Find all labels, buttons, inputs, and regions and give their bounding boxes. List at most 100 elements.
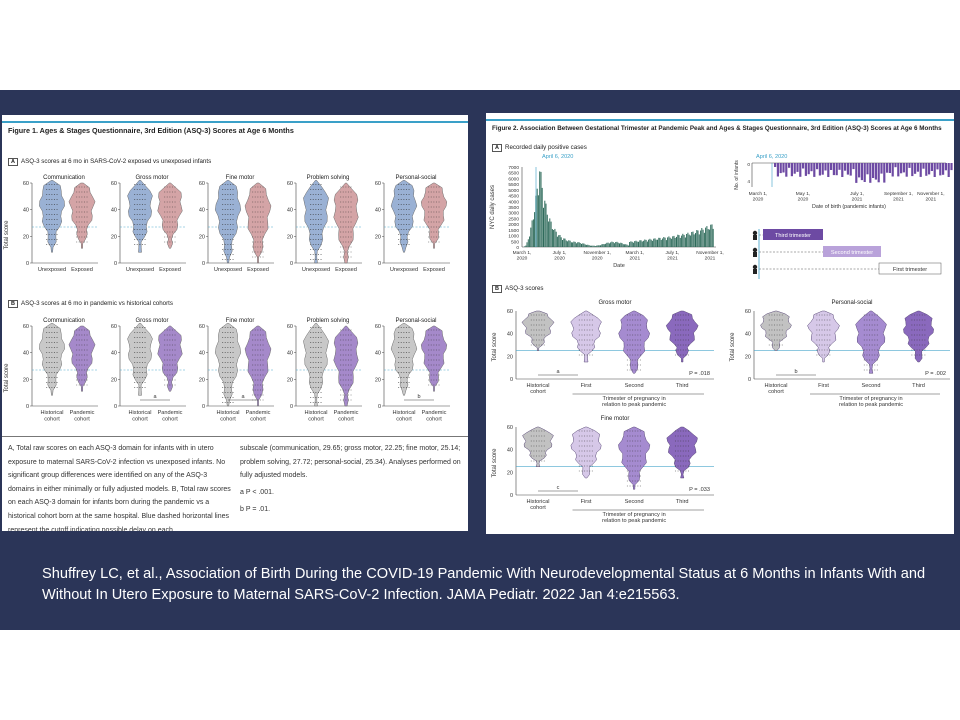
birth-count-bar — [852, 163, 855, 170]
group-label: First — [581, 383, 592, 389]
daily-case-bar — [649, 238, 651, 247]
daily-case-bar — [598, 245, 600, 247]
daily-case-bar — [588, 245, 590, 247]
birth-count-bar — [928, 163, 931, 175]
birth-count-bar — [925, 163, 928, 176]
x-tick-label: March 1, — [625, 250, 644, 256]
daily-case-bar — [648, 239, 650, 247]
violin-third — [903, 310, 934, 363]
x-tick-label: May 1, — [796, 191, 810, 197]
group-label: Unexposed — [390, 267, 418, 273]
y-tick-label: 0 — [516, 245, 519, 251]
y-tick-label: 4000 — [508, 199, 519, 205]
section-a-letter: A — [492, 144, 502, 152]
domain-title: Gross motor — [135, 175, 168, 181]
daily-case-bar — [611, 241, 613, 247]
daily-case-bar — [626, 244, 628, 247]
daily-case-bar — [597, 245, 599, 247]
violin-unexposed — [303, 180, 329, 264]
p-value: P = .002 — [925, 371, 946, 377]
daily-case-bar — [654, 238, 656, 247]
birth-count-bar — [810, 163, 813, 172]
birth-count-bar — [902, 163, 905, 173]
birth-count-bar — [936, 163, 939, 170]
person-icon — [753, 269, 757, 274]
violin-historical-cohort — [521, 310, 555, 351]
daily-case-bar — [695, 233, 696, 247]
birth-count-bar — [891, 163, 894, 177]
birth-count-bar — [793, 163, 796, 174]
violin-second — [618, 310, 650, 374]
group-label: Historical — [40, 410, 63, 416]
daily-case-bar — [664, 237, 666, 247]
daily-case-bar — [653, 238, 655, 247]
daily-case-bar — [625, 244, 627, 247]
daily-case-bar — [655, 239, 657, 247]
figure-1-top-rule — [2, 121, 468, 123]
birth-count-bar — [942, 163, 945, 175]
daily-case-bar — [581, 243, 582, 247]
group-label: cohort — [768, 389, 784, 395]
birth-count-bar — [911, 163, 914, 177]
y-tick-label: 1000 — [508, 234, 519, 240]
daily-case-bar — [593, 245, 595, 247]
daily-case-bar — [592, 245, 594, 247]
birth-count-bar — [816, 163, 819, 170]
group-label: Exposed — [423, 267, 445, 273]
birth-count-bar — [818, 163, 821, 176]
birth-count-bar — [782, 163, 785, 173]
domain-title: Personal-social — [395, 175, 436, 181]
daily-case-bar — [617, 242, 619, 247]
y-tick-label: 40 — [745, 332, 751, 338]
daily-case-bar — [570, 242, 572, 247]
y-tick-label: 60 — [507, 425, 513, 431]
violin-pandemic-cohort — [244, 325, 272, 407]
daily-case-bar — [558, 235, 560, 247]
y-tick-label: 20 — [287, 377, 293, 383]
figure-1-caption-left: A, Total raw scores on each ASQ-3 domain… — [8, 445, 231, 531]
y-tick-label: 40 — [111, 208, 117, 214]
birth-count-bar — [858, 163, 861, 178]
daily-case-bar — [686, 234, 688, 247]
daily-case-bar — [573, 241, 575, 247]
y-tick-label: 60 — [375, 324, 381, 330]
y-axis-label: Total score — [4, 220, 10, 250]
group-label: cohort — [220, 417, 236, 423]
violin-pandemic-cohort — [68, 325, 96, 392]
significance-marker: b — [794, 369, 797, 375]
y-tick-label: 60 — [287, 324, 293, 330]
y-tick-label: 500 — [511, 239, 519, 245]
violin-historical-cohort — [127, 323, 153, 396]
birth-count-bar — [947, 163, 950, 177]
y-tick-label: 60 — [199, 324, 205, 330]
daily-case-bar — [616, 241, 618, 247]
y-tick-label: 20 — [23, 377, 29, 383]
daily-case-bar — [658, 237, 660, 247]
daily-case-bar — [551, 229, 553, 247]
group-label: Pandemic — [334, 410, 359, 416]
daily-case-bar — [698, 234, 700, 247]
daily-case-bar — [650, 239, 652, 247]
y-tick-label: 5000 — [508, 188, 519, 194]
x-tick-label: July 1, — [553, 250, 567, 256]
daily-case-bar — [601, 244, 603, 247]
daily-case-bar — [638, 241, 639, 247]
section-a-title: Recorded daily positive cases — [504, 144, 587, 151]
daily-case-bar — [530, 227, 532, 247]
group-label: Third — [912, 383, 925, 389]
daily-case-bar — [563, 238, 565, 247]
gross-motor-violin-panel: Gross motor Total score 0 20 40 60 Historicalc… — [492, 300, 714, 408]
daily-case-bar — [663, 237, 665, 247]
x-tick-label: November 1, — [917, 191, 944, 197]
domain-title: Gross motor — [135, 318, 168, 324]
daily-case-bar — [629, 242, 631, 247]
violin-exposed — [68, 182, 96, 249]
daily-case-bar — [613, 243, 615, 247]
y-tick-label: 4500 — [508, 194, 519, 200]
daily-case-bar — [575, 243, 577, 247]
group-label: Pandemic — [246, 410, 271, 416]
trimester-axis-label: Trimester of pregnancy in — [603, 396, 666, 402]
figure-2-section-b: B ASQ-3 scores — [492, 285, 544, 293]
y-tick-label: 60 — [287, 181, 293, 187]
daily-case-bar — [540, 171, 542, 247]
